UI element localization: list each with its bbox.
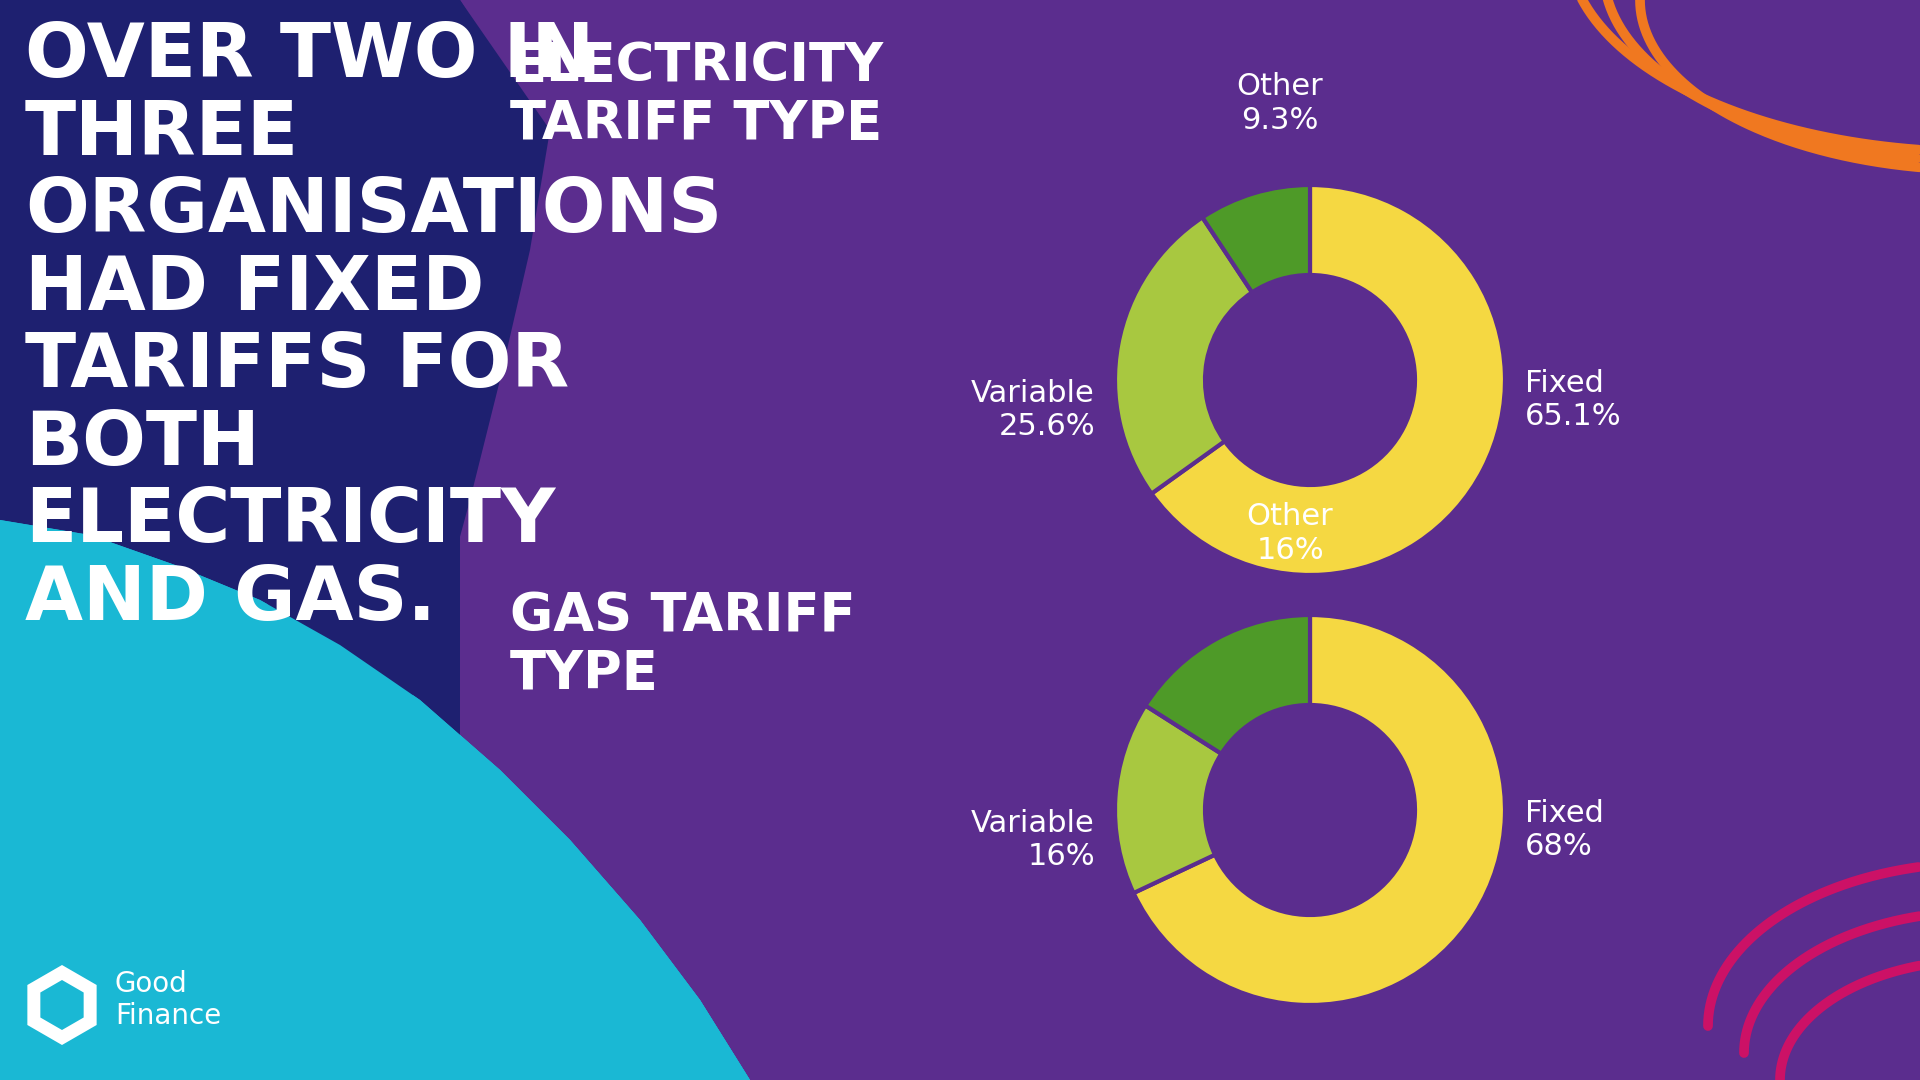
Text: Fixed
65.1%: Fixed 65.1% bbox=[1524, 368, 1622, 431]
Text: Fixed
68%: Fixed 68% bbox=[1524, 799, 1603, 862]
Wedge shape bbox=[1146, 615, 1309, 754]
Wedge shape bbox=[1202, 185, 1309, 293]
Text: OVER TWO IN
THREE
ORGANISATIONS
HAD FIXED
TARIFFS FOR
BOTH
ELECTRICITY
AND GAS.: OVER TWO IN THREE ORGANISATIONS HAD FIXE… bbox=[25, 21, 722, 636]
Polygon shape bbox=[0, 519, 751, 1080]
Polygon shape bbox=[0, 519, 751, 1080]
Polygon shape bbox=[180, 0, 549, 920]
Text: Good
Finance: Good Finance bbox=[115, 970, 221, 1030]
Polygon shape bbox=[0, 0, 461, 1080]
Text: ELECTRICITY
TARIFF TYPE: ELECTRICITY TARIFF TYPE bbox=[511, 40, 883, 150]
Polygon shape bbox=[40, 980, 84, 1030]
Wedge shape bbox=[1133, 615, 1505, 1005]
Text: Other
9.3%: Other 9.3% bbox=[1236, 72, 1323, 135]
Wedge shape bbox=[1152, 185, 1505, 575]
Polygon shape bbox=[0, 0, 461, 680]
Polygon shape bbox=[27, 966, 96, 1045]
Text: Other
16%: Other 16% bbox=[1246, 502, 1332, 565]
Circle shape bbox=[1206, 275, 1415, 485]
Wedge shape bbox=[1116, 705, 1221, 893]
Circle shape bbox=[1206, 705, 1415, 915]
Polygon shape bbox=[0, 0, 540, 920]
Text: Variable
25.6%: Variable 25.6% bbox=[972, 379, 1094, 442]
Polygon shape bbox=[0, 0, 461, 1080]
Text: GAS TARIFF
TYPE: GAS TARIFF TYPE bbox=[511, 590, 856, 700]
Text: Variable
16%: Variable 16% bbox=[972, 809, 1094, 872]
Wedge shape bbox=[1116, 217, 1252, 494]
Polygon shape bbox=[0, 519, 751, 1080]
